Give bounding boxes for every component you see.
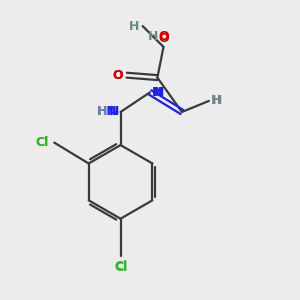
Text: O: O [158, 32, 169, 45]
Text: HN: HN [97, 106, 117, 118]
Text: H: H [129, 20, 139, 33]
Text: Cl: Cl [114, 261, 127, 274]
Text: H: H [211, 94, 221, 107]
Text: Cl: Cl [35, 136, 49, 149]
Text: O: O [113, 69, 123, 82]
Text: N: N [153, 86, 164, 99]
Text: Cl: Cl [35, 136, 49, 149]
Text: N: N [152, 86, 163, 99]
Text: H: H [212, 94, 223, 107]
Text: Cl: Cl [114, 260, 127, 273]
Text: N: N [109, 106, 119, 118]
Text: O: O [113, 69, 123, 82]
Text: O: O [158, 30, 169, 43]
Text: H: H [148, 30, 158, 43]
Text: H: H [97, 106, 107, 118]
